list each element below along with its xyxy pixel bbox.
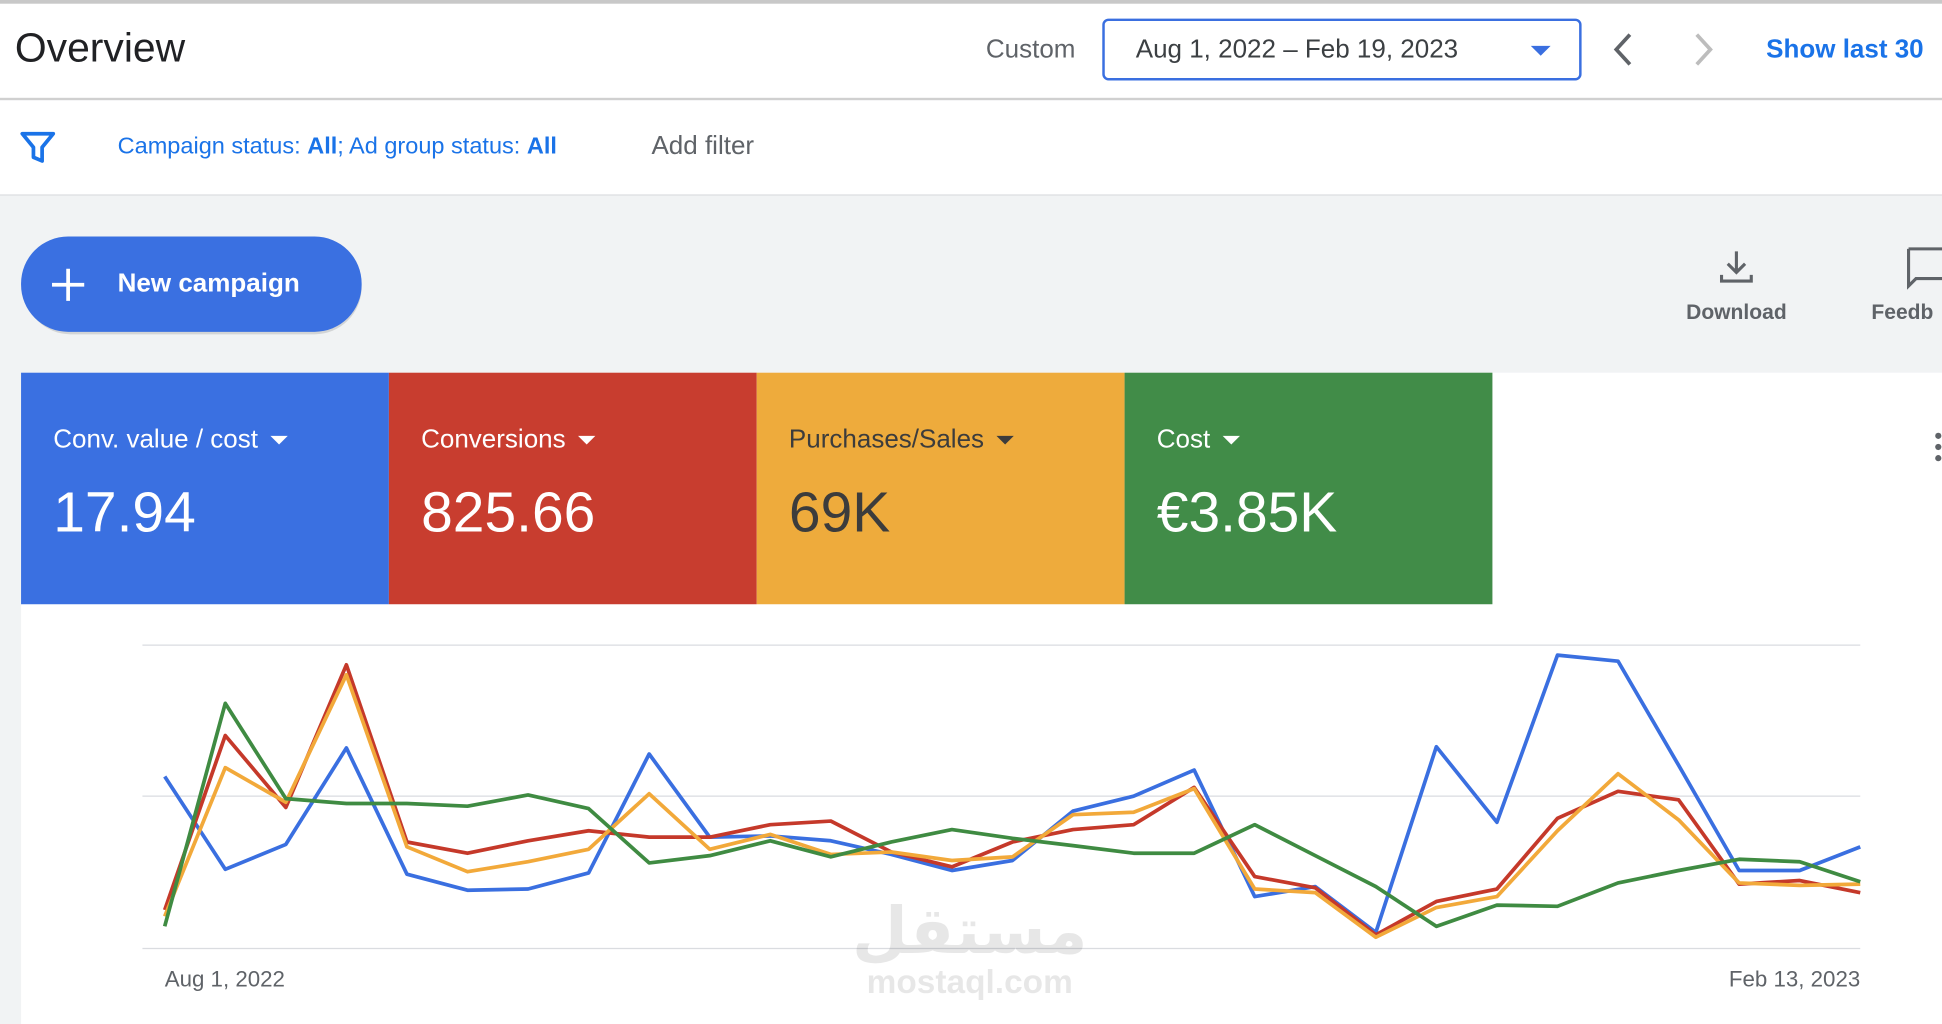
download-label[interactable]: Download (1686, 301, 1787, 324)
filter-bar (0, 100, 1942, 196)
dropdown-arrow (1530, 45, 1551, 56)
range-label: Custom (986, 34, 1076, 64)
download-icon[interactable] (1719, 251, 1753, 283)
new-campaign-label: New campaign (118, 268, 300, 298)
metric-dropdown (578, 435, 596, 445)
series-line (163, 672, 1861, 940)
show-last-link[interactable]: Show last 30 (1766, 34, 1924, 64)
x-tick-label: Feb 13, 2023 (1729, 967, 1860, 992)
scorecard-total: €3.85K (1157, 480, 1338, 544)
feedback-icon[interactable] (1907, 247, 1942, 290)
scorecard-total: 825.66 (421, 480, 595, 544)
next-button[interactable] (1695, 33, 1713, 66)
filter-part: All (527, 133, 557, 159)
date-picker[interactable] (1102, 18, 1582, 81)
menu-dot[interactable] (1935, 432, 1942, 439)
filter-part: ; Ad group status: (337, 133, 527, 159)
metric-dropdown (1222, 435, 1240, 445)
metric-dropdown (996, 435, 1014, 445)
series-line (162, 701, 1861, 929)
menu-dot[interactable] (1935, 455, 1942, 462)
header-bar (0, 0, 1942, 100)
scorecard-total: 69K (789, 480, 890, 544)
feedback-label[interactable]: Feedb (1871, 301, 1933, 324)
plus-icon (52, 268, 85, 301)
add-filter[interactable]: Add filter (651, 130, 754, 160)
scorecard-metric: Purchases/Sales (789, 424, 984, 454)
filter-icon[interactable] (20, 131, 56, 163)
menu-dot[interactable] (1935, 443, 1942, 451)
x-tick-label: Aug 1, 2022 (165, 967, 285, 992)
watermark-logo: مستقل (852, 895, 1087, 967)
filter-summary[interactable]: Campaign status: All; Ad group status: A… (118, 133, 557, 159)
top-edge (0, 0, 1942, 4)
scorecard[interactable] (1124, 372, 1493, 605)
metric-dropdown (270, 435, 288, 445)
header-shadow (0, 97, 1942, 101)
scorecard-total: 17.94 (53, 480, 196, 544)
filter-divider (0, 194, 1942, 196)
scorecard[interactable] (756, 372, 1125, 605)
scorecard[interactable] (21, 372, 389, 605)
prev-button[interactable] (1613, 33, 1632, 66)
new-campaign-button[interactable] (21, 236, 362, 332)
watermark-site: mostaql.com (867, 964, 1073, 1001)
date-range: Aug 1, 2022 – Feb 19, 2023 (1136, 34, 1458, 64)
series-line (163, 653, 1861, 935)
filter-part: All (307, 133, 337, 159)
scorecard-metric: Cost (1157, 424, 1211, 454)
plot: Aug 1, 2022 Feb 13, 2023 (162, 653, 1861, 992)
page-title: Overview (15, 25, 186, 71)
filter-part: Campaign status: (118, 133, 308, 159)
scorecard-metric: Conversions (421, 424, 566, 454)
scorecard[interactable] (388, 372, 757, 605)
scorecard-metric: Conv. value / cost (53, 424, 259, 454)
